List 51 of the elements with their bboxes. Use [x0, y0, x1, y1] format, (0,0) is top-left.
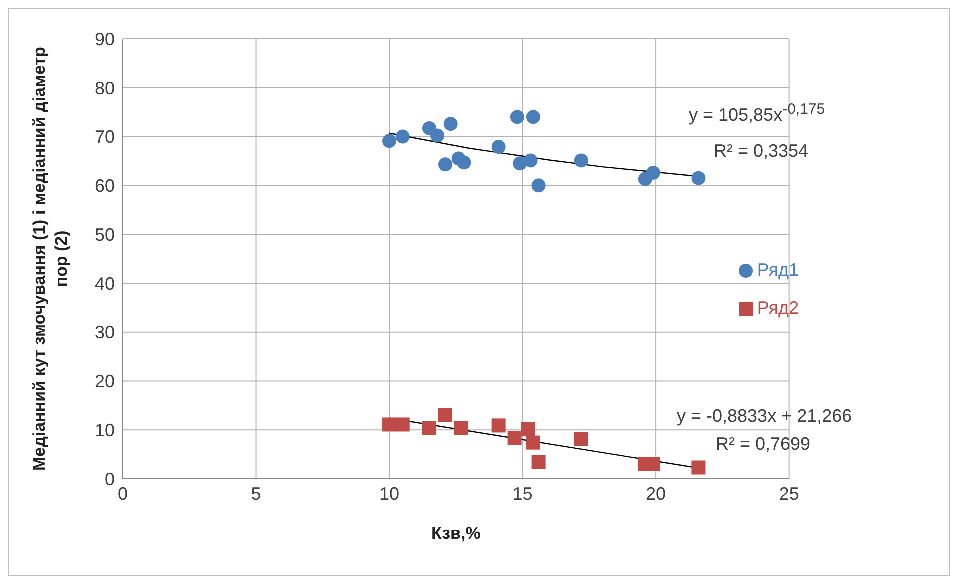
y-tick-label: 30 — [94, 322, 115, 343]
point — [521, 422, 536, 436]
point — [524, 154, 538, 168]
point — [492, 418, 506, 433]
y-tick-label: 90 — [94, 29, 115, 50]
point — [457, 156, 472, 170]
y-tick-label: 70 — [94, 127, 115, 148]
point — [574, 154, 588, 168]
y-tick-label: 50 — [94, 224, 115, 245]
x-tick-label: 20 — [646, 484, 666, 504]
point — [532, 178, 546, 193]
x-axis-title: Кзв,% — [432, 524, 481, 543]
y-tick-label: 60 — [94, 176, 115, 196]
point — [692, 171, 706, 186]
annotation: R² = 0,3354 — [714, 141, 809, 162]
x-tick-label: 25 — [779, 484, 800, 504]
y-tick-label: 20 — [94, 372, 115, 392]
point — [382, 134, 397, 148]
y-tick-label: 10 — [94, 420, 115, 440]
annotation: R² = 0,7699 — [716, 434, 811, 455]
point — [510, 110, 524, 124]
y-tick-label: 80 — [94, 78, 115, 98]
annotation: y = 105,85x$^{-0,175}$ — [689, 101, 826, 126]
point — [444, 117, 458, 132]
point — [438, 158, 453, 172]
point — [526, 436, 540, 450]
point — [638, 172, 652, 186]
y-tick-label: 0 — [104, 469, 115, 490]
point — [692, 460, 706, 475]
point — [646, 457, 660, 472]
x-tick-label: 15 — [512, 484, 533, 504]
legend-label: Ряд2 — [757, 298, 799, 318]
point — [508, 431, 522, 446]
legend-label: Ряд1 — [757, 260, 799, 280]
point — [438, 408, 453, 422]
x-tick-label: 0 — [118, 484, 128, 504]
point — [454, 421, 468, 436]
point — [430, 128, 445, 143]
point — [396, 130, 410, 144]
point — [526, 110, 540, 124]
annotation: y = -0,8833x + 21,266 — [677, 406, 852, 427]
point — [574, 432, 588, 446]
point — [422, 421, 437, 436]
point — [492, 140, 506, 154]
y-axis-title: Медіанний кут змочування (1) і медіанний діаметр пор (2) — [29, 46, 72, 474]
y-tick-label: 40 — [94, 274, 115, 294]
point — [532, 455, 546, 470]
point — [382, 418, 397, 432]
x-tick-label: 10 — [380, 484, 400, 504]
x-tick-label: 5 — [251, 484, 262, 504]
point — [396, 418, 410, 432]
